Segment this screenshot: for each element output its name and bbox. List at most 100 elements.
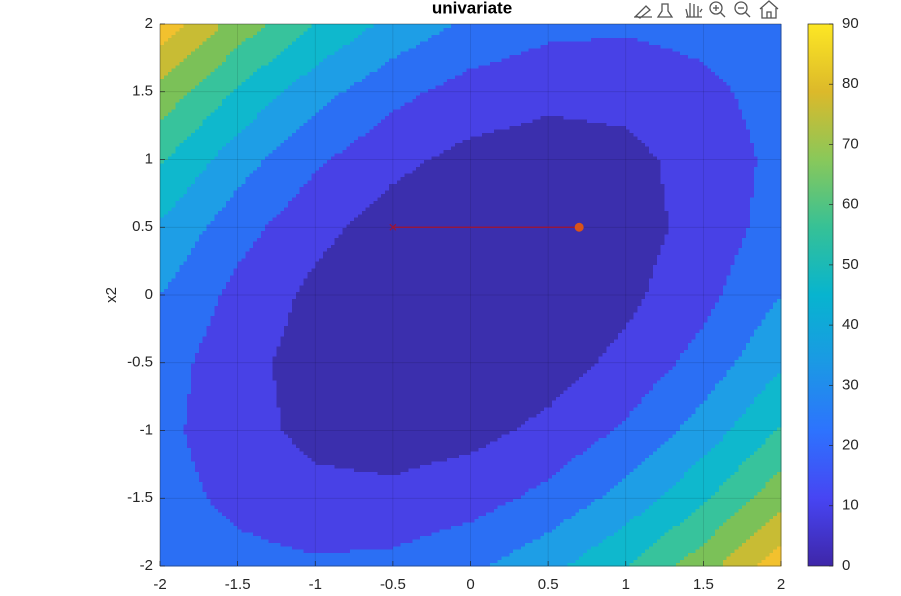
contour-fill: [160, 525, 239, 530]
contour-fill: [660, 169, 704, 174]
contour-fill: [175, 105, 219, 110]
contour-fill: [160, 542, 239, 547]
contour-fill: [540, 44, 549, 49]
contour-fill: [326, 247, 394, 252]
contour-fill: [315, 189, 386, 194]
contour-fill: [451, 24, 472, 28]
contour-fill: [160, 234, 200, 239]
contour-fill: [338, 91, 394, 96]
contour-fill: [625, 206, 666, 211]
contour-fill: [520, 51, 549, 56]
contour-fill: [392, 135, 472, 140]
contour-fill: [392, 376, 472, 381]
contour-fill: [583, 372, 627, 377]
contour-fill: [206, 494, 239, 499]
contour-fill: [548, 193, 627, 198]
contour-fill: [191, 447, 239, 452]
contour-fill: [315, 474, 394, 479]
contour-fill: [299, 125, 316, 130]
brush-button[interactable]: [634, 5, 652, 19]
contour-fill: [237, 291, 297, 296]
contour-fill: [392, 145, 452, 150]
zoom-out-button[interactable]: [734, 1, 751, 18]
contour-fill: [761, 559, 782, 564]
contour-fill: [237, 132, 293, 137]
contour-fill: [691, 413, 704, 418]
contour-fill: [703, 200, 751, 205]
contour-fill: [470, 122, 522, 127]
contour-fill: [315, 159, 328, 164]
contour-fill: [392, 403, 472, 408]
contour-fill: [668, 528, 704, 533]
x-tick-label: -1: [309, 576, 322, 593]
contour-fill: [625, 40, 650, 45]
contour-fill: [253, 71, 309, 76]
contour-fill: [420, 40, 472, 45]
contour-fill: [625, 552, 642, 557]
contour-fill: [237, 284, 301, 289]
contour-fill: [470, 315, 549, 320]
contour-fill: [237, 542, 281, 547]
contour-fill: [746, 118, 782, 123]
contour-fill: [237, 274, 309, 279]
contour-fill: [315, 142, 351, 147]
contour-fill: [470, 135, 549, 140]
contour-fill: [233, 267, 239, 272]
contour-fill: [237, 88, 285, 93]
contour-fill: [392, 542, 402, 547]
contour-fill: [625, 484, 673, 489]
contour-fill: [253, 244, 316, 249]
contour-fill: [191, 457, 239, 462]
contour-fill: [392, 250, 472, 255]
contour-fill: [392, 237, 472, 242]
contour-fill: [625, 125, 704, 130]
contour-fill: [392, 549, 472, 554]
contour-fill: [513, 498, 549, 503]
contour-fill: [478, 447, 549, 452]
contour-fill: [342, 44, 394, 49]
contour-fill: [160, 413, 188, 418]
contour-fill: [237, 430, 285, 435]
contour-fill: [160, 535, 239, 540]
contour-fill: [703, 416, 739, 421]
contour-fill: [160, 325, 208, 330]
contour-fill: [249, 122, 305, 127]
contour-fill: [218, 64, 239, 69]
contour-fill: [198, 349, 239, 354]
contour-fill: [160, 108, 173, 113]
zoom-in-button[interactable]: [709, 1, 726, 18]
contour-fill: [753, 145, 782, 150]
contour-fill: [392, 173, 406, 178]
contour-fill: [315, 393, 394, 398]
data-tips-button[interactable]: [656, 3, 674, 18]
contour-fill: [160, 549, 239, 554]
contour-fill: [303, 450, 316, 455]
contour-fill: [392, 481, 472, 486]
contour-fill: [160, 37, 169, 42]
contour-fill: [637, 403, 701, 408]
pan-button[interactable]: [685, 3, 703, 18]
contour-fill: [641, 460, 697, 465]
contour-fill: [625, 538, 658, 543]
contour-fill: [191, 362, 239, 367]
contour-fill: [625, 84, 704, 89]
contour-fill: [315, 98, 332, 103]
contour-fill: [703, 288, 724, 293]
contour-fill: [427, 88, 472, 93]
contour-fill: [237, 47, 285, 52]
contour-fill: [160, 244, 196, 249]
contour-fill: [703, 217, 751, 222]
contour-fill: [315, 332, 394, 337]
contour-fill: [470, 152, 549, 157]
home-button[interactable]: [759, 0, 779, 19]
contour-fill: [404, 101, 472, 106]
contour-fill: [392, 396, 472, 401]
contour-fill: [237, 460, 316, 465]
contour-fill: [288, 311, 316, 316]
contour-fill: [160, 247, 192, 252]
contour-fill: [660, 176, 704, 181]
contour-fill: [237, 24, 266, 28]
contour-fill: [548, 176, 627, 181]
contour-fill: [291, 40, 316, 45]
contour-fill: [715, 532, 755, 537]
